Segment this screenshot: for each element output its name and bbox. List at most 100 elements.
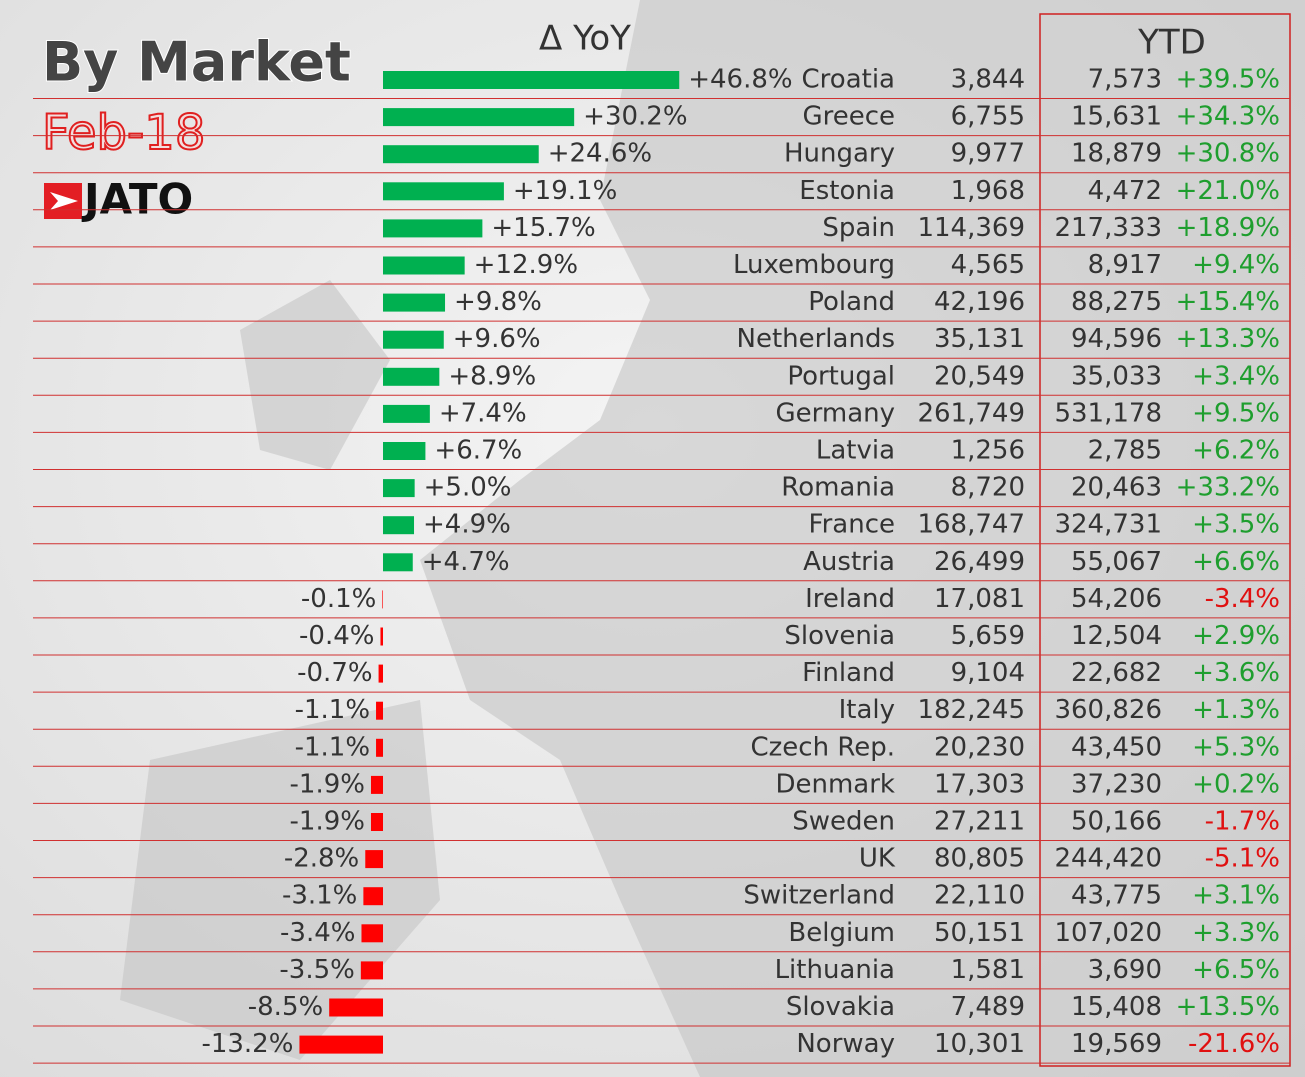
market-name: Denmark (775, 769, 895, 799)
value-label: +8.9% (448, 361, 536, 391)
bar (370, 775, 383, 794)
bar (365, 850, 383, 869)
ytd-volume: 35,033 (1071, 361, 1162, 391)
ytd-volume: 531,178 (1054, 398, 1162, 428)
market-name: UK (859, 844, 896, 874)
volume: 17,303 (934, 769, 1025, 799)
ytd-box (1039, 13, 1291, 1067)
ytd-volume: 107,020 (1054, 918, 1162, 948)
ytd-volume: 15,631 (1071, 102, 1162, 132)
volume: 9,104 (951, 658, 1025, 688)
bar-header: Δ YoY (539, 19, 631, 59)
volume: 80,805 (934, 844, 1025, 874)
volume: 20,230 (934, 732, 1025, 762)
logo-arrow (50, 192, 78, 210)
ytd-volume: 18,879 (1071, 139, 1162, 169)
market-name: Finland (802, 658, 895, 688)
volume: 5,659 (951, 621, 1025, 651)
ytd-change: +9.4% (1192, 250, 1280, 280)
market-name: Italy (839, 695, 895, 725)
ytd-change: +9.5% (1192, 398, 1280, 428)
ytd-volume: 43,775 (1071, 881, 1162, 911)
bar (383, 367, 440, 386)
bar (383, 256, 465, 275)
market-name: Lithuania (775, 955, 895, 985)
value-label: -1.9% (290, 769, 365, 799)
value-label: -0.4% (299, 621, 374, 651)
market-name: Austria (803, 547, 895, 577)
value-label: +4.7% (422, 547, 510, 577)
ytd-volume: 54,206 (1071, 584, 1162, 614)
map-shape (120, 700, 440, 1060)
bar (383, 145, 539, 164)
market-name: Netherlands (737, 324, 896, 354)
ytd-change: +6.6% (1192, 547, 1280, 577)
ytd-volume: 12,504 (1071, 621, 1162, 651)
ytd-change: +5.3% (1192, 732, 1280, 762)
market-name: Ireland (805, 584, 895, 614)
ytd-change: -1.7% (1205, 807, 1280, 837)
ytd-header: YTD (1137, 23, 1206, 63)
bar (378, 664, 383, 683)
ytd-volume: 324,731 (1054, 510, 1162, 540)
ytd-volume: 55,067 (1071, 547, 1162, 577)
market-name: Poland (808, 287, 895, 317)
value-label: -8.5% (248, 992, 323, 1022)
value-label: -0.7% (297, 658, 372, 688)
ytd-volume: 244,420 (1054, 844, 1162, 874)
chart-subtitle: Feb-18 (42, 105, 205, 161)
ytd-change: +1.3% (1192, 695, 1280, 725)
chart-title: By Market (42, 31, 351, 94)
ytd-change: -5.1% (1205, 844, 1280, 874)
ytd-volume: 8,917 (1088, 250, 1162, 280)
volume: 1,581 (951, 955, 1025, 985)
bar (383, 293, 446, 312)
volume: 114,369 (917, 213, 1025, 243)
volume: 22,110 (934, 881, 1025, 911)
market-name: Romania (781, 473, 895, 503)
volume: 8,720 (951, 473, 1025, 503)
bar (299, 1035, 383, 1054)
ytd-change: +6.5% (1192, 955, 1280, 985)
ytd-change: +6.2% (1192, 436, 1280, 466)
value-label: +30.2% (583, 102, 687, 132)
market-name: Belgium (788, 918, 895, 948)
bar (363, 887, 383, 906)
market-name: Slovakia (786, 992, 895, 1022)
volume: 26,499 (934, 547, 1025, 577)
ytd-volume: 19,569 (1071, 1029, 1162, 1059)
value-label: -1.1% (295, 732, 370, 762)
value-label: +7.4% (439, 398, 527, 428)
ytd-volume: 2,785 (1088, 436, 1162, 466)
volume: 42,196 (934, 287, 1025, 317)
ytd-change: +3.1% (1192, 881, 1280, 911)
logo-text: JATO (81, 175, 193, 224)
value-label: +6.7% (434, 436, 522, 466)
value-label: +24.6% (548, 139, 652, 169)
value-label: -1.9% (290, 807, 365, 837)
market-name: Switzerland (743, 881, 895, 911)
ytd-volume: 15,408 (1071, 992, 1162, 1022)
ytd-change: +39.5% (1176, 65, 1280, 95)
ytd-change: +21.0% (1176, 176, 1280, 206)
market-name: Slovenia (784, 621, 895, 651)
volume: 3,844 (951, 65, 1025, 95)
bar (383, 108, 575, 127)
value-label: -0.1% (301, 584, 376, 614)
bar (383, 442, 426, 460)
volume: 35,131 (934, 324, 1025, 354)
ytd-volume: 37,230 (1071, 769, 1162, 799)
ytd-change: +3.6% (1192, 658, 1280, 688)
ytd-change: +15.4% (1176, 287, 1280, 317)
ytd-volume: 22,682 (1071, 658, 1162, 688)
ytd-change: +3.3% (1192, 918, 1280, 948)
bar (383, 330, 444, 349)
market-name: Greece (802, 102, 895, 132)
ytd-change: -21.6% (1188, 1029, 1280, 1059)
bar (329, 998, 383, 1017)
bar (361, 924, 383, 943)
bar (383, 479, 415, 498)
map-shape (240, 280, 390, 470)
bar (383, 516, 415, 535)
value-label: -3.5% (279, 955, 354, 985)
